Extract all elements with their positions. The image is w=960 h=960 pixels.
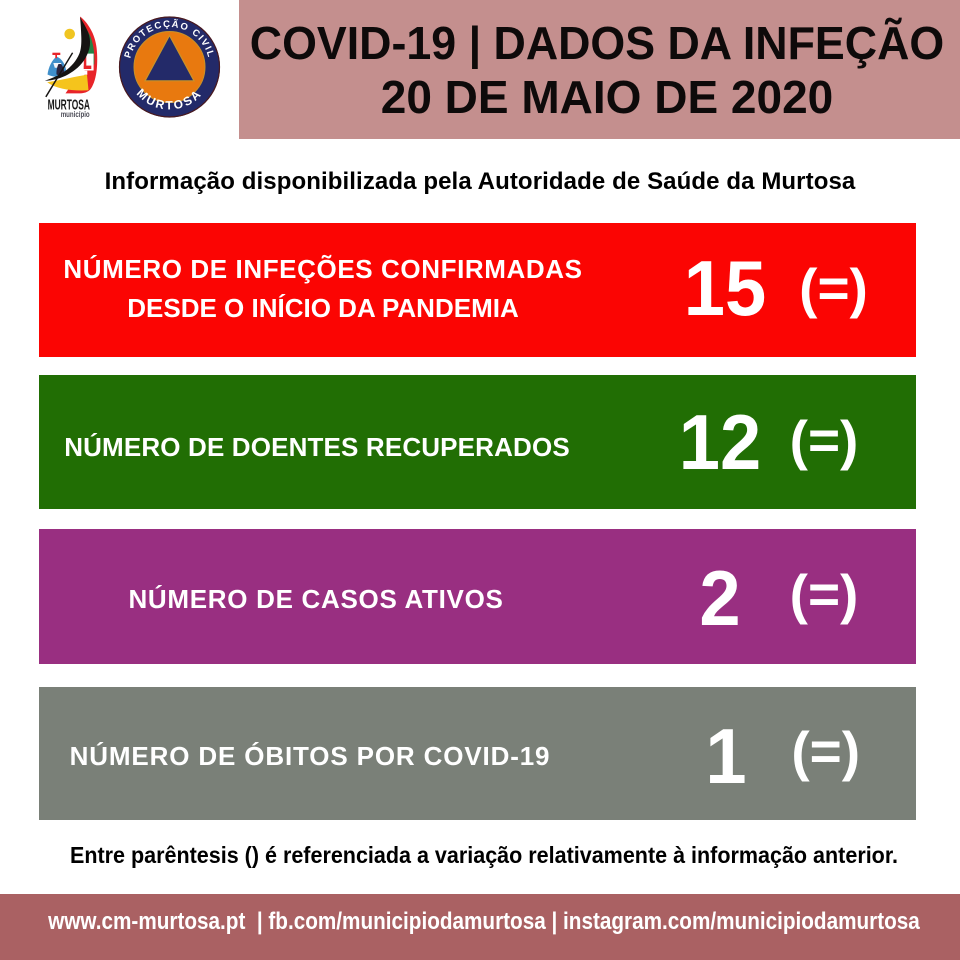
svg-text:município: município bbox=[61, 110, 90, 119]
svg-text:MURTOSA: MURTOSA bbox=[48, 96, 91, 113]
